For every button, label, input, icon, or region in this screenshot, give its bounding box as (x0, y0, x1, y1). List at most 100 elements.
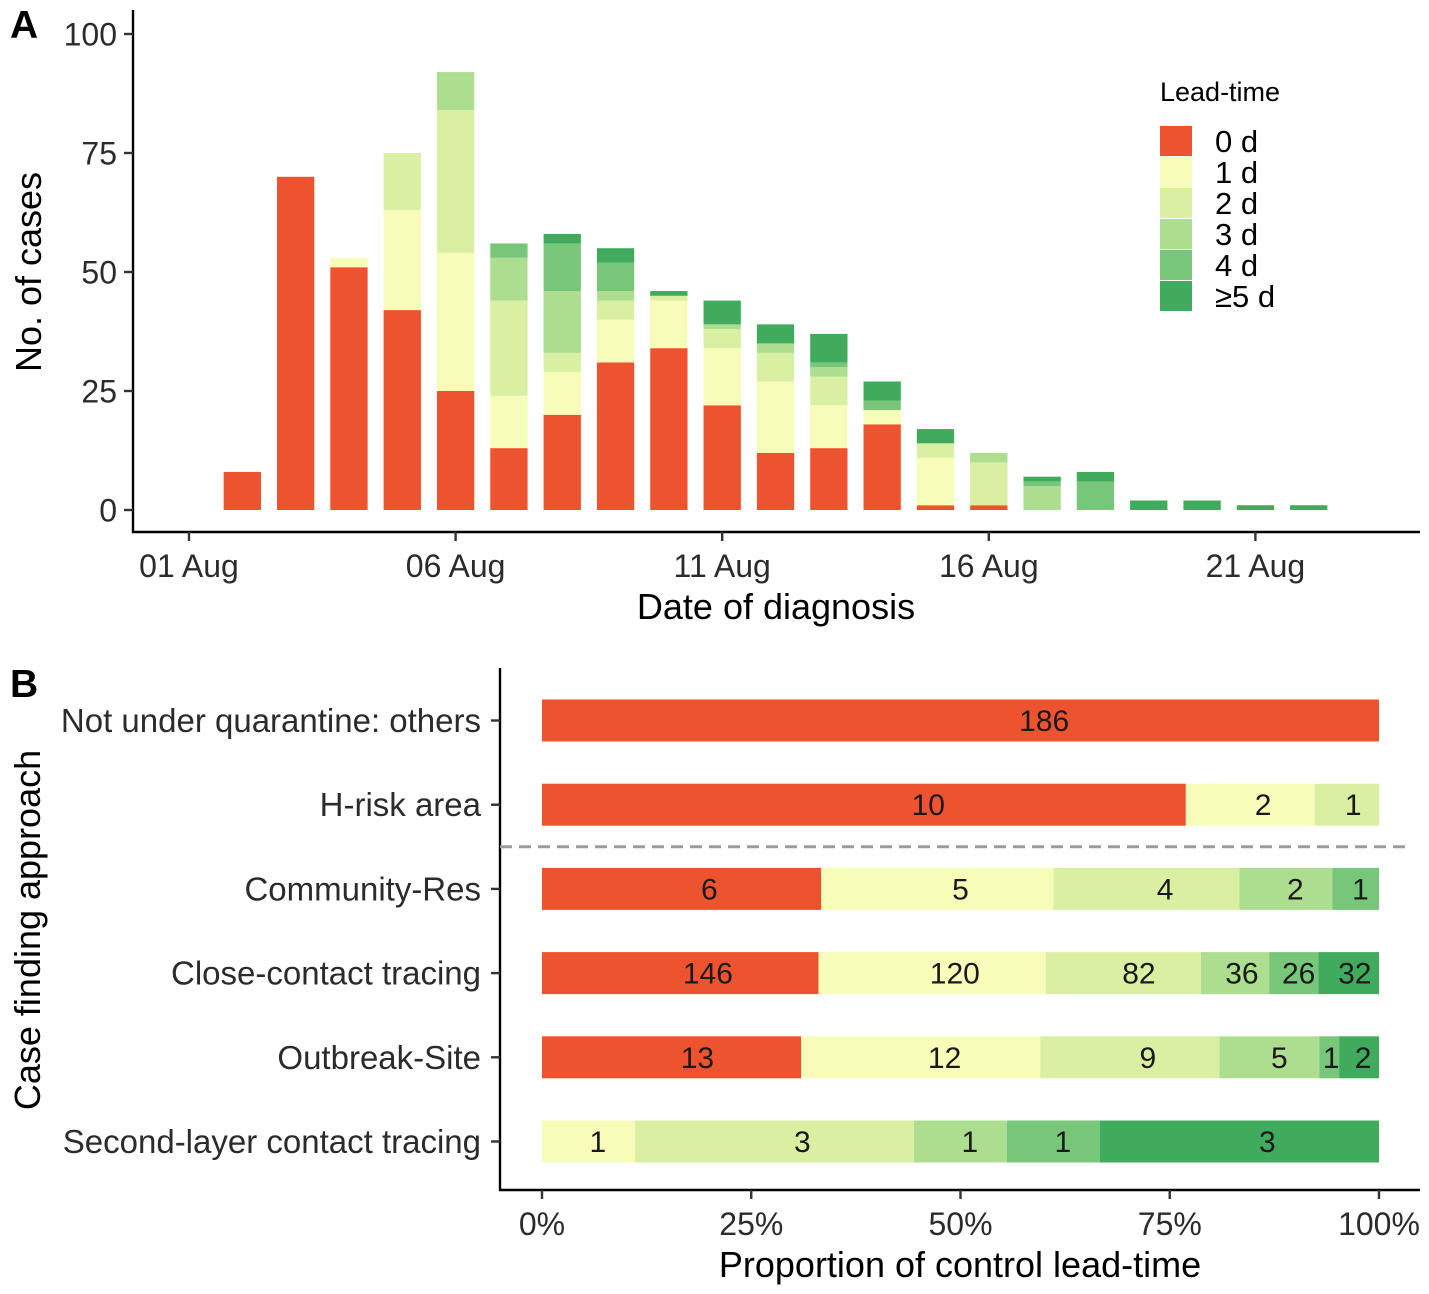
bar-segment-aug-7-leadtime-2 (490, 300, 528, 396)
bar-value-label: 9 (1139, 1042, 1156, 1075)
bar-segment-aug-18-leadtime-5 (1076, 471, 1115, 482)
bar-segment-aug-8-leadtime-2 (543, 352, 581, 372)
bar-segment-aug-17-leadtime-3 (1023, 486, 1061, 510)
bar-value-label: 2 (1287, 873, 1304, 906)
bar-segment-row-2-leadtime-2 (1053, 867, 1240, 910)
y-tick-label: 0 (99, 493, 117, 529)
bar-segment-row-5-leadtime-1 (542, 1120, 635, 1163)
x-tick-label: 50% (928, 1206, 992, 1242)
bar-value-label: 1 (1352, 873, 1369, 906)
bar-segment-aug-17-leadtime-4 (1023, 481, 1061, 487)
category-label: Community-Res (244, 870, 481, 907)
legend-key-5 (1160, 281, 1192, 311)
legend-key-1 (1160, 157, 1192, 187)
bar-segment-row-3-leadtime-3 (1201, 952, 1270, 995)
bar-segment-aug-14-leadtime-1 (863, 410, 901, 425)
bar-segment-aug-8-leadtime-1 (543, 371, 581, 415)
bar-value-label: 13 (681, 1042, 714, 1075)
bar-segment-row-0-leadtime-0 (542, 699, 1379, 742)
bar-segment-aug-9-leadtime-2 (596, 300, 635, 320)
legend-label: 4 d (1215, 248, 1258, 283)
bar-segment-aug-22-leadtime-5 (1290, 505, 1328, 510)
x-tick-label: 11 Aug (674, 548, 771, 584)
bar-segment-aug-10-leadtime-1 (650, 300, 688, 349)
bar-segment-aug-7-leadtime-1 (490, 395, 528, 449)
bar-segment-row-5-leadtime-5 (1100, 1120, 1379, 1163)
bar-segment-aug-10-leadtime-2 (650, 295, 688, 301)
legend-label: ≥5 d (1215, 279, 1275, 314)
bar-segment-aug-15-leadtime-0 (916, 505, 955, 510)
bar-segment-aug-6-leadtime-1 (436, 252, 475, 391)
bar-segment-aug-12-leadtime-1 (756, 381, 795, 453)
bar-value-label: 2 (1255, 789, 1272, 822)
bar-value-label: 2 (1355, 1042, 1372, 1075)
legend-title: Lead-time (1160, 77, 1280, 107)
bar-segment-aug-9-leadtime-5 (596, 248, 635, 263)
bar-segment-aug-3-leadtime-0 (276, 176, 315, 511)
panel-a-y-axis-title: No. of cases (8, 172, 49, 372)
bar-segment-aug-10-leadtime-0 (650, 348, 688, 510)
bar-segment-aug-15-leadtime-2 (916, 443, 955, 458)
bar-segment-row-3-leadtime-1 (818, 952, 1046, 995)
bar-segment-aug-11-leadtime-5 (703, 300, 741, 325)
bar-segment-aug-15-leadtime-1 (916, 457, 955, 506)
bar-segment-aug-14-leadtime-0 (863, 424, 901, 510)
bar-segment-aug-5-leadtime-2 (383, 153, 421, 211)
bar-segment-aug-6-leadtime-2 (436, 110, 475, 253)
bar-segment-aug-15-leadtime-5 (916, 429, 955, 444)
legend-key-2 (1160, 188, 1192, 218)
bar-segment-row-2-leadtime-4 (1332, 867, 1379, 910)
bar-value-label: 5 (952, 873, 969, 906)
panel-b-y-axis-title: Case finding approach (7, 750, 48, 1110)
bar-segment-aug-21-leadtime-5 (1236, 505, 1275, 510)
legend-label: 2 d (1215, 186, 1258, 221)
category-label: Second-layer contact tracing (63, 1123, 481, 1160)
y-tick-label: 75 (81, 136, 117, 172)
bar-segment-aug-5-leadtime-1 (383, 210, 421, 311)
x-tick-label: 25% (719, 1206, 783, 1242)
bar-value-label: 5 (1271, 1042, 1288, 1075)
bar-value-label: 1 (1054, 1126, 1071, 1159)
bar-segment-aug-9-leadtime-3 (596, 291, 635, 301)
bar-segment-row-4-leadtime-0 (542, 1036, 802, 1079)
bar-segment-row-4-leadtime-1 (801, 1036, 1041, 1079)
bar-segment-aug-6-leadtime-3 (436, 72, 475, 111)
bar-segment-row-5-leadtime-3 (914, 1120, 1007, 1163)
bar-segment-row-3-leadtime-2 (1045, 952, 1201, 995)
bar-segment-aug-8-leadtime-4 (543, 243, 581, 292)
bar-segment-aug-12-leadtime-3 (756, 343, 795, 353)
legend-key-4 (1160, 250, 1192, 280)
bar-segment-aug-8-leadtime-5 (543, 233, 581, 244)
bar-value-label: 1 (589, 1126, 606, 1159)
bar-segment-aug-10-leadtime-5 (650, 291, 688, 296)
bar-value-label: 186 (1019, 705, 1069, 738)
category-label: H-risk area (320, 786, 482, 823)
x-tick-label: 75% (1138, 1206, 1202, 1242)
bar-value-label: 1 (961, 1126, 978, 1159)
bar-value-label: 3 (1259, 1126, 1276, 1159)
bar-segment-aug-12-leadtime-0 (756, 452, 795, 510)
legend: Lead-time 0 d1 d2 d3 d4 d≥5 d (1160, 77, 1280, 314)
panel-a-ticks: 0 25 50 75 100 01 Aug 06 Aug 11 Aug 16 Aug 21 Aug (64, 17, 1306, 585)
panel-b-ticks: Not under quarantine: others H-risk area C… (61, 702, 1420, 1242)
bar-segment-row-3-leadtime-0 (542, 952, 819, 995)
bar-value-label: 12 (928, 1042, 961, 1075)
bar-segment-row-2-leadtime-1 (821, 867, 1054, 910)
bar-value-label: 36 (1225, 958, 1258, 991)
bar-segment-aug-11-leadtime-1 (703, 348, 741, 406)
bar-segment-row-4-leadtime-4 (1319, 1036, 1340, 1079)
bar-segment-row-1-leadtime-1 (1185, 783, 1315, 826)
bar-segment-row-4-leadtime-5 (1339, 1036, 1379, 1079)
bar-segment-aug-9-leadtime-4 (596, 262, 635, 292)
panel-a-bars (223, 72, 1328, 511)
x-tick-label: 01 Aug (139, 548, 239, 584)
bar-segment-aug-9-leadtime-0 (596, 362, 635, 510)
bar-segment-aug-18-leadtime-4 (1076, 481, 1115, 510)
bar-segment-aug-12-leadtime-5 (756, 324, 795, 344)
bar-segment-aug-17-leadtime-5 (1023, 476, 1061, 482)
bar-segment-row-3-leadtime-4 (1269, 952, 1319, 995)
panel-label-b: B (10, 663, 38, 706)
bar-segment-aug-7-leadtime-4 (490, 243, 528, 258)
